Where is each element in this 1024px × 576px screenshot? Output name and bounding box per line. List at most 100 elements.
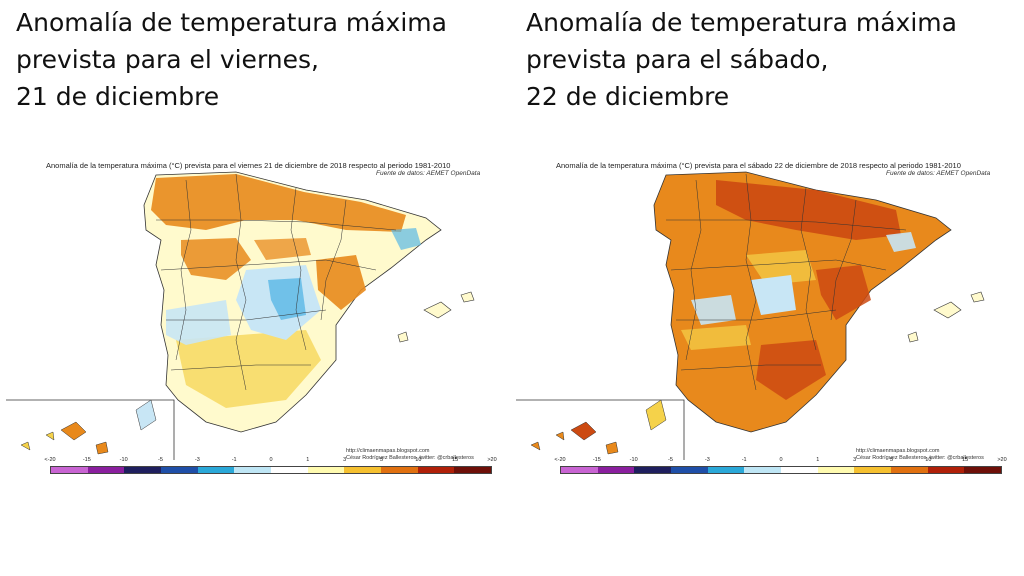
headline-line-3: 21 de diciembre [16,82,220,111]
legend-swatch [381,467,418,473]
map-title: Anomalía de la temperatura máxima (°C) p… [46,161,451,170]
credit-author: César Rodríguez Ballesteros, twitter: @c… [856,455,984,461]
legend-tick-label: 15 [452,457,459,463]
balearic-islands [933,301,962,319]
credit-author: César Rodríguez Ballesteros, twitter: @c… [346,455,474,461]
legend-swatch [671,467,708,473]
legend-tick-label: 5 [379,457,384,463]
legend-tick-label: >20 [997,457,1007,463]
legend-swatch [817,467,855,473]
slight-warm-west [681,325,751,350]
headline-line-1: Anomalía de temperatura máxima [526,8,957,37]
cool-region-west [166,300,231,345]
legend-tick-label: -1 [741,457,747,463]
legend-swatch [744,467,782,473]
headline: Anomalía de temperatura máxima prevista … [16,4,447,115]
color-legend: <-20 -15 -10 -5 -3 -1 0 1 3 5 10 15 >20 [554,457,1007,478]
canary-islands [60,421,87,441]
legend-tick-label: 3 [343,457,347,463]
legend-swatch [781,467,818,473]
credit-url: http://climaenmapas.blogspot.com [346,448,430,454]
canary-inset-border [6,399,175,460]
legend-swatch [344,467,382,473]
legend-swatch [964,467,1002,473]
color-legend: <-20 -15 -10 -5 -3 -1 0 1 3 5 10 15 >20 [44,457,497,478]
hot-region-east [816,265,871,320]
anomaly-map-saturday [516,171,985,460]
map-credit: http://climaenmapas.blogspot.com César R… [346,448,474,462]
credit-url: http://climaenmapas.blogspot.com [856,448,940,454]
legend-tick-label: 3 [853,457,857,463]
map-credit: http://climaenmapas.blogspot.com César R… [856,448,984,462]
legend-swatch [417,467,455,473]
legend-tick-label: -10 [119,457,128,463]
legend-tick-label: 5 [889,457,894,463]
map-panel-saturday: Anomalía de temperatura máxima prevista … [516,0,1016,480]
warm-region-center [746,250,816,285]
legend-bar [560,466,1002,474]
legend-tick-label: 0 [269,457,273,463]
headline-line-1: Anomalía de temperatura máxima [16,8,447,37]
legend-swatch [561,467,598,473]
canary-islands [570,421,597,441]
legend-tick-label: -15 [82,457,91,463]
legend-swatch [854,467,892,473]
legend-swatch [927,467,965,473]
legend-tick-label: >20 [487,457,497,463]
legend-tick-label: -10 [629,457,638,463]
legend-swatch [197,467,235,473]
legend-swatch [234,467,272,473]
balearic-islands [423,301,452,319]
cool-region-center [751,275,796,315]
warm-region-center [254,238,311,260]
headline-line-3: 22 de diciembre [526,82,730,111]
headline-line-2: prevista para el viernes, [16,45,319,74]
legend-ticks: <-20 -15 -10 -5 -3 -1 0 1 3 5 10 15 >20 [554,457,1006,465]
headline-line-2: prevista para el sábado, [526,45,829,74]
legend-tick-label: 1 [816,457,820,463]
warm-region-east [316,255,366,310]
headline: Anomalía de temperatura máxima prevista … [526,4,957,115]
legend-ticks: <-20 -15 -10 -5 -3 -1 0 1 3 5 10 15 >20 [44,457,496,465]
legend-tick-label: -5 [668,457,673,463]
hot-region-south [756,340,826,400]
anomaly-map-friday [6,171,475,460]
province-borders [156,173,397,391]
legend-tick-label: 10 [925,457,932,463]
legend-swatch [707,467,745,473]
warm-region-west [181,238,251,280]
map-source: Fuente de datos: AEMET OpenData [376,170,481,177]
legend-tick-label: -1 [231,457,237,463]
legend-tick-label: 1 [306,457,310,463]
legend-tick-label: 0 [779,457,783,463]
legend-swatch [271,467,308,473]
legend-swatch [634,467,672,473]
legend-swatch [124,467,162,473]
cold-region-center [268,278,306,320]
legend-swatch [454,467,492,473]
cool-region-northeast [886,232,916,252]
legend-tick-label: <-20 [554,457,566,463]
legend-tick-label: <-20 [44,457,56,463]
legend-tick-label: -15 [592,457,601,463]
cool-region-northeast [391,228,421,250]
slight-warm-south [176,330,321,408]
legend-tick-label: 10 [415,457,422,463]
canary-inset-border [516,399,685,460]
legend-swatch [161,467,198,473]
legend-bar [50,466,492,474]
cool-region-west [691,295,736,325]
legend-tick-label: 15 [962,457,969,463]
legend-swatch [51,467,88,473]
province-borders [666,173,907,391]
map-panel-friday: Anomalía de temperatura máxima prevista … [6,0,506,480]
legend-swatch [87,467,125,473]
legend-swatch [891,467,928,473]
legend-tick-label: -5 [158,457,163,463]
legend-swatch [307,467,345,473]
legend-tick-label: -3 [194,457,200,463]
legend-swatch [597,467,635,473]
map-source: Fuente de datos: AEMET OpenData [886,170,991,177]
legend-tick-label: -3 [704,457,710,463]
hot-region-north [716,180,901,240]
